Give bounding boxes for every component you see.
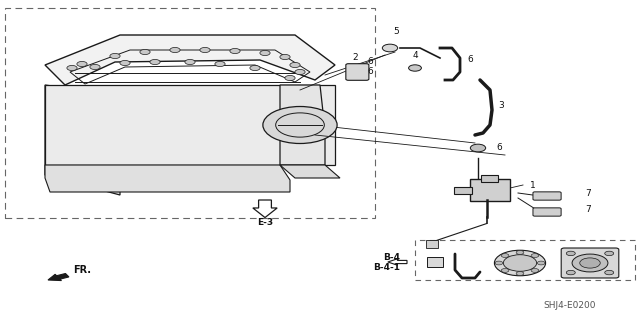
Circle shape (285, 76, 295, 81)
FancyBboxPatch shape (426, 241, 438, 248)
Circle shape (605, 251, 614, 256)
Text: 6: 6 (367, 68, 373, 77)
Text: B-4: B-4 (383, 253, 400, 262)
Text: 5: 5 (393, 27, 399, 36)
Text: 2: 2 (352, 53, 358, 62)
Polygon shape (45, 165, 290, 192)
FancyBboxPatch shape (533, 208, 561, 216)
Circle shape (150, 59, 160, 64)
Text: 4: 4 (412, 50, 418, 60)
Circle shape (531, 254, 539, 257)
Circle shape (280, 55, 290, 60)
Polygon shape (280, 165, 340, 178)
Circle shape (501, 254, 509, 257)
Circle shape (67, 65, 77, 70)
FancyBboxPatch shape (533, 192, 561, 200)
Circle shape (516, 250, 524, 254)
Circle shape (470, 144, 486, 152)
Text: 3: 3 (498, 100, 504, 109)
Circle shape (260, 50, 270, 56)
FancyArrow shape (48, 273, 69, 281)
FancyBboxPatch shape (427, 256, 444, 267)
Text: 6: 6 (467, 56, 473, 64)
FancyBboxPatch shape (346, 64, 369, 80)
Text: E-3: E-3 (257, 218, 273, 227)
Circle shape (408, 65, 421, 71)
Text: 6: 6 (496, 144, 502, 152)
FancyArrow shape (388, 259, 407, 265)
Circle shape (531, 269, 539, 272)
Circle shape (580, 258, 600, 268)
FancyArrow shape (253, 200, 277, 218)
Circle shape (140, 49, 150, 55)
Circle shape (263, 107, 337, 144)
FancyBboxPatch shape (454, 187, 472, 195)
Polygon shape (45, 85, 335, 165)
Circle shape (290, 63, 300, 68)
Circle shape (566, 270, 575, 275)
Circle shape (605, 270, 614, 275)
Circle shape (494, 250, 545, 276)
Circle shape (504, 255, 536, 271)
Circle shape (110, 54, 120, 59)
Circle shape (516, 271, 524, 275)
Circle shape (572, 254, 608, 272)
Bar (5, 8, 375, 218)
Circle shape (230, 48, 240, 54)
Polygon shape (45, 35, 335, 85)
Circle shape (250, 65, 260, 70)
Text: 1: 1 (530, 181, 536, 189)
Text: 7: 7 (585, 189, 591, 197)
Text: FR.: FR. (73, 265, 91, 275)
Circle shape (120, 60, 130, 65)
FancyBboxPatch shape (481, 175, 498, 182)
Text: B-4-1: B-4-1 (373, 263, 400, 272)
Circle shape (185, 59, 195, 64)
Polygon shape (280, 85, 325, 165)
FancyBboxPatch shape (470, 179, 510, 201)
Text: SHJ4-E0200: SHJ4-E0200 (544, 300, 596, 309)
Circle shape (90, 64, 100, 70)
Circle shape (501, 269, 509, 272)
Circle shape (215, 62, 225, 67)
Circle shape (495, 261, 503, 265)
Circle shape (538, 261, 545, 265)
Circle shape (77, 62, 87, 67)
Circle shape (566, 251, 575, 256)
Bar (415, 240, 635, 280)
Circle shape (170, 48, 180, 53)
Text: 6: 6 (367, 57, 373, 66)
FancyBboxPatch shape (561, 248, 619, 278)
Circle shape (295, 70, 305, 75)
Text: 7: 7 (585, 205, 591, 214)
Circle shape (382, 44, 397, 52)
Polygon shape (45, 85, 120, 195)
Circle shape (200, 48, 210, 53)
